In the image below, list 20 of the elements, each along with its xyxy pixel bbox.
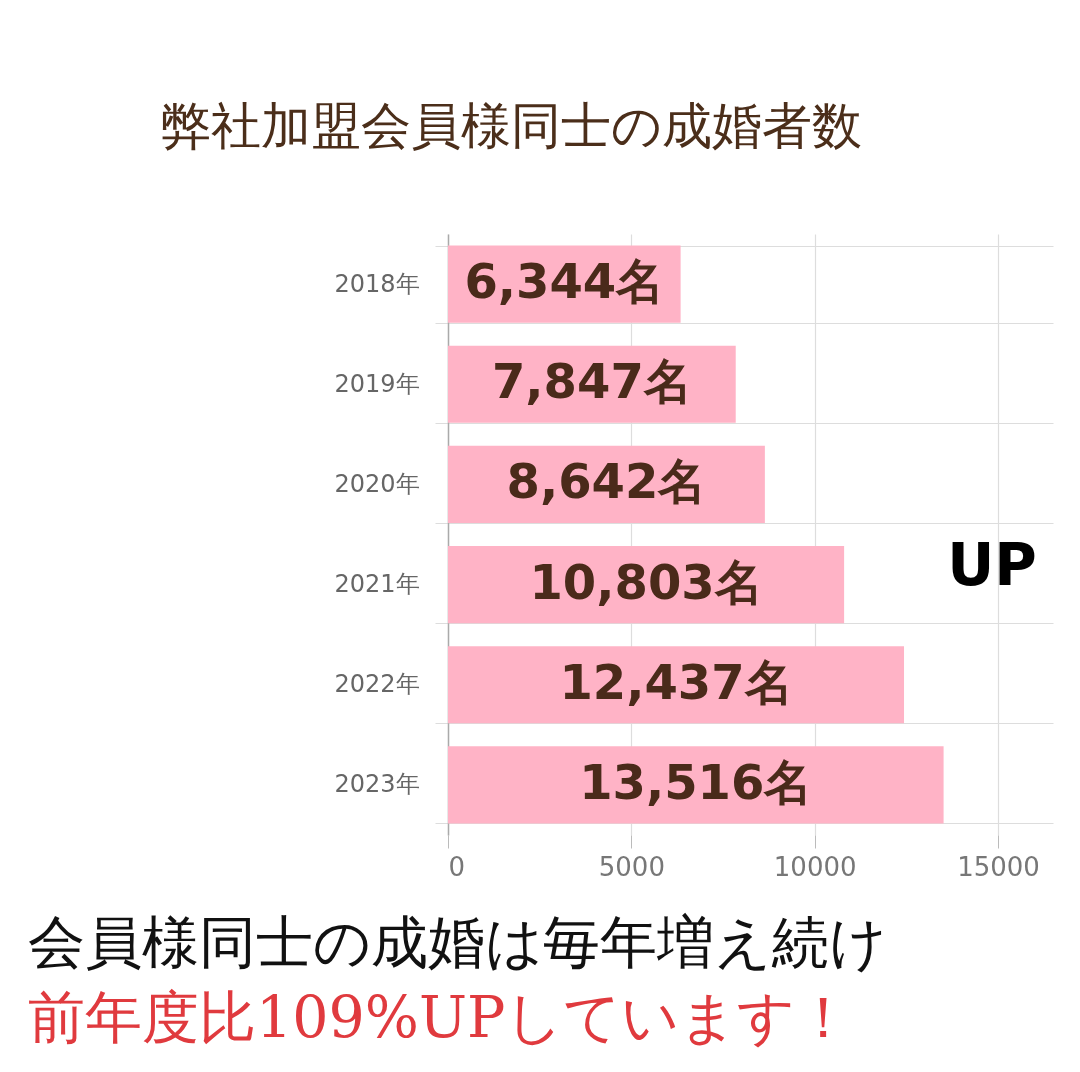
annotation: UP (947, 531, 1037, 599)
y-tick-label: 2023年 (334, 770, 420, 799)
data-label: 7,847名 (491, 353, 692, 410)
chart-title: 弊社加盟会員様同士の成婚者数 (161, 97, 862, 155)
data-label: 12,437名 (559, 653, 793, 710)
y-tick-label: 2022年 (334, 670, 420, 699)
data-label: 8,642名 (506, 453, 707, 510)
data-label: 6,344名 (464, 253, 665, 310)
y-tick-label: 2019年 (334, 369, 420, 398)
x-tick-label: 0 (448, 851, 466, 882)
text: 前年度比109%UPしています！ (28, 984, 853, 1050)
y-tick-label: 2020年 (334, 469, 420, 498)
text: 会員様同士の成婚は毎年増え続け (28, 909, 887, 975)
x-tick-label: 15000 (957, 851, 1040, 882)
x-tick-label: 5000 (598, 851, 665, 882)
y-tick-label: 2018年 (334, 269, 420, 298)
y-tick-label: 2021年 (334, 570, 420, 599)
x-tick-label: 10000 (773, 851, 857, 882)
data-label: 10,803名 (529, 553, 763, 610)
data-label: 13,516名 (579, 753, 813, 810)
